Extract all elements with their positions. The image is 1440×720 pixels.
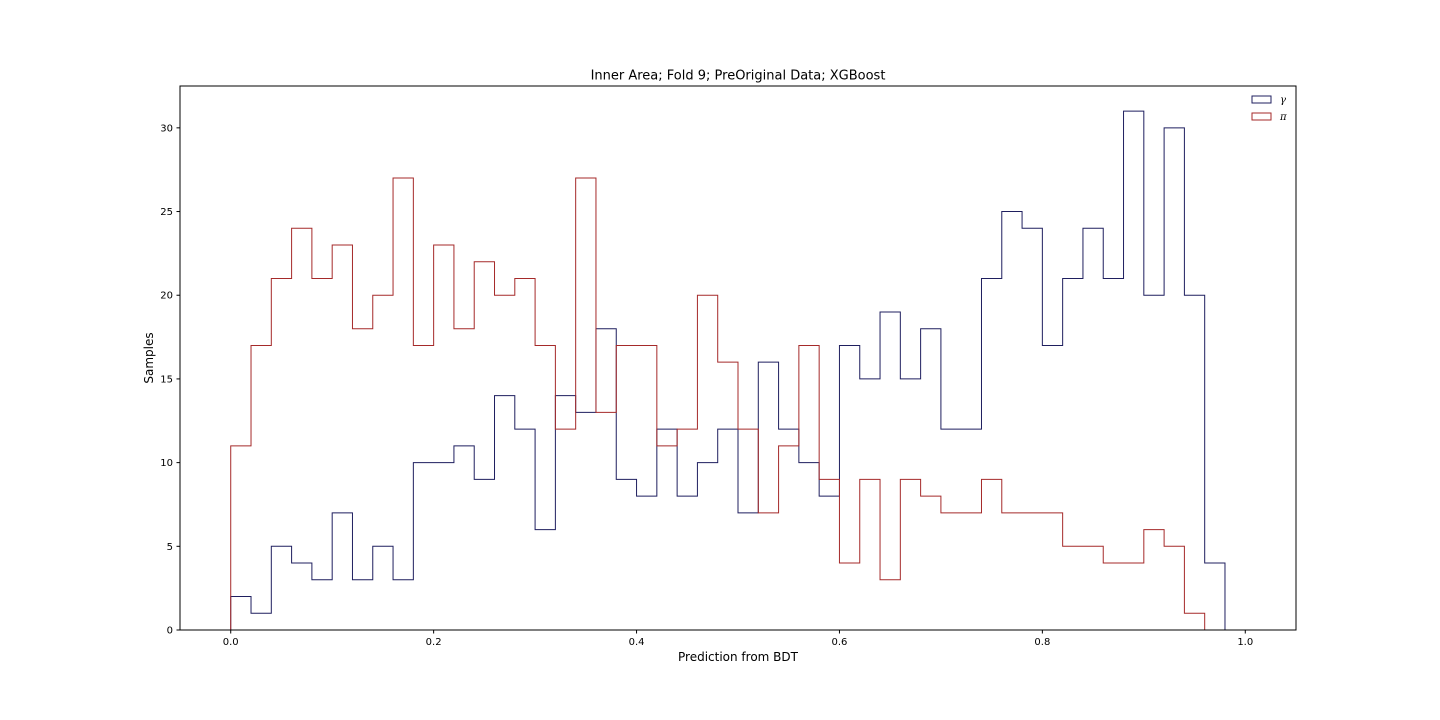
y-tick-label: 30: [160, 123, 173, 134]
y-tick-label: 20: [160, 291, 173, 302]
y-tick-label: 25: [160, 207, 173, 218]
chart-title: Inner Area; Fold 9; PreOriginal Data; XG…: [591, 69, 886, 84]
y-tick-label: 10: [160, 458, 173, 469]
x-tick-label: 1.0: [1237, 637, 1253, 648]
legend: γπ: [1251, 95, 1287, 123]
legend-label: π: [1279, 112, 1287, 123]
x-axis-label: Prediction from BDT: [678, 650, 799, 664]
series-step-line: [230, 177, 1246, 631]
axes-frame: [179, 85, 1297, 631]
x-tick-label: 0.8: [1034, 637, 1050, 648]
x-tick-label: 0.2: [426, 637, 442, 648]
x-axis-ticks: 0.0 0.2 0.4 0.6 0.8 1.0: [223, 630, 1253, 648]
legend-swatch: [1251, 112, 1272, 121]
y-axis-label: Samples: [142, 332, 156, 383]
y-axis-ticks: 0 5 10 15 20 25 30: [160, 123, 180, 637]
legend-swatch: [1251, 95, 1272, 104]
y-tick-label: 15: [160, 374, 173, 385]
plot-area: [230, 110, 1246, 631]
y-tick-label: 5: [167, 542, 173, 553]
y-tick-label: 0: [167, 626, 173, 637]
legend-label: γ: [1280, 95, 1286, 106]
x-tick-label: 0.0: [223, 637, 239, 648]
x-tick-label: 0.4: [629, 637, 645, 648]
x-tick-label: 0.6: [832, 637, 848, 648]
series-1: [230, 177, 1246, 631]
